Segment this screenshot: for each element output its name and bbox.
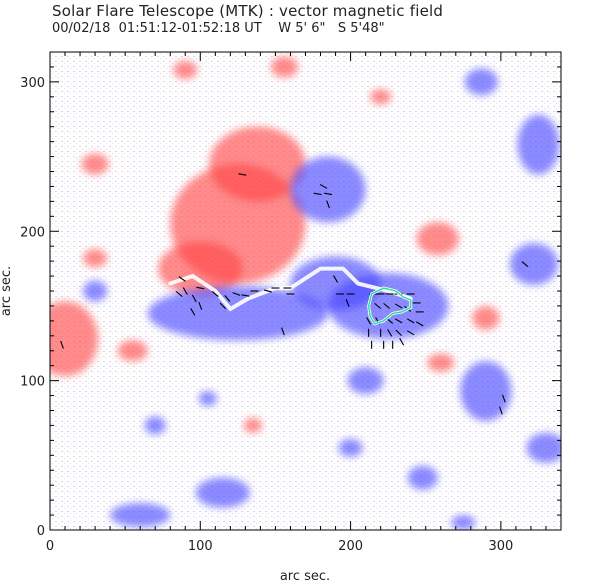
field-vector-17 bbox=[281, 327, 285, 336]
y-tick-label-100: 100 bbox=[20, 375, 45, 390]
region-positive-3 bbox=[50, 301, 99, 377]
region-positive-13 bbox=[243, 417, 262, 433]
x-tick-label-200: 200 bbox=[338, 539, 363, 554]
field-vector-26 bbox=[345, 299, 350, 307]
region-positive-7 bbox=[117, 340, 148, 362]
magnetic-regions bbox=[50, 56, 561, 530]
field-vector-41 bbox=[394, 318, 403, 324]
region-positive-11 bbox=[81, 153, 109, 175]
field-vector-1 bbox=[182, 287, 188, 295]
region-positive-6 bbox=[83, 249, 108, 268]
region-negative-16 bbox=[290, 256, 381, 311]
field-vectors bbox=[60, 173, 529, 415]
region-positive-12 bbox=[370, 89, 392, 105]
region-negative-23 bbox=[110, 503, 171, 528]
field-vector-38 bbox=[366, 317, 372, 325]
contour-layer bbox=[367, 286, 413, 326]
y-tick-label-0: 0 bbox=[37, 524, 45, 539]
field-vector-33 bbox=[374, 302, 382, 309]
field-vector-34 bbox=[383, 302, 391, 309]
field-vector-23 bbox=[333, 275, 339, 283]
region-negative-24 bbox=[195, 477, 250, 508]
region-negative-26 bbox=[407, 465, 438, 490]
region-negative-25 bbox=[347, 367, 384, 395]
region-negative-20 bbox=[460, 361, 512, 421]
chart-subtitle: 00/02/18 01:51:12-01:52:18 UT W 5' 6" S … bbox=[52, 21, 385, 36]
field-vector-9 bbox=[232, 292, 241, 296]
region-positive-1 bbox=[209, 126, 306, 202]
field-vector-4 bbox=[175, 290, 183, 297]
region-negative-27 bbox=[83, 280, 108, 302]
field-vector-52 bbox=[399, 338, 405, 346]
field-vector-47 bbox=[395, 329, 402, 337]
field-vector-6 bbox=[196, 286, 205, 290]
chart-title: Solar Flare Telescope (MTK) : vector mag… bbox=[52, 2, 444, 20]
field-vector-42 bbox=[406, 318, 415, 324]
field-vector-53 bbox=[521, 261, 529, 268]
field-vector-18 bbox=[238, 173, 247, 176]
field-vector-11 bbox=[219, 302, 227, 310]
field-vector-54 bbox=[498, 406, 503, 415]
region-negative-29 bbox=[144, 416, 166, 435]
region-negative-30 bbox=[451, 515, 476, 530]
field-vector-3 bbox=[198, 301, 203, 310]
field-vector-13 bbox=[263, 289, 272, 293]
region-negative-17 bbox=[290, 156, 366, 223]
field-vector-20 bbox=[324, 192, 333, 196]
field-vector-43 bbox=[415, 321, 424, 327]
field-vector-35 bbox=[394, 303, 403, 309]
x-tick-label-0: 0 bbox=[46, 539, 54, 554]
field-vector-48 bbox=[406, 330, 415, 336]
region-negative-22 bbox=[526, 432, 561, 463]
field-vector-8 bbox=[224, 295, 231, 302]
field-vector-46 bbox=[387, 329, 393, 337]
region-positive-5 bbox=[472, 305, 500, 330]
field-vector-22 bbox=[319, 183, 328, 189]
region-negative-21 bbox=[464, 68, 498, 96]
axis-ticks bbox=[49, 51, 562, 531]
field-vector-5 bbox=[190, 308, 196, 316]
field-vector-21 bbox=[326, 200, 330, 209]
field-vector-0 bbox=[178, 276, 186, 282]
field-vector-10 bbox=[241, 294, 250, 297]
field-vector-55 bbox=[502, 394, 506, 403]
field-vector-7 bbox=[211, 290, 219, 297]
region-positive-8 bbox=[427, 353, 455, 372]
region-positive-10 bbox=[173, 60, 198, 79]
y-axis-label: arc sec. bbox=[0, 266, 14, 316]
region-negative-14 bbox=[147, 286, 329, 341]
field-vector-2 bbox=[191, 294, 197, 303]
y-tick-label-300: 300 bbox=[20, 76, 45, 91]
neutral-line-1 bbox=[288, 266, 413, 301]
region-positive-9 bbox=[270, 56, 298, 78]
x-tick-label-100: 100 bbox=[188, 539, 213, 554]
x-tick-label-300: 300 bbox=[488, 539, 513, 554]
region-positive-4 bbox=[416, 222, 459, 256]
region-negative-31 bbox=[198, 391, 217, 407]
contour-line bbox=[367, 287, 412, 325]
field-vector-56 bbox=[60, 340, 64, 349]
field-vector-19 bbox=[313, 192, 322, 196]
x-axis-label: arc sec. bbox=[280, 569, 330, 584]
region-negative-18 bbox=[517, 114, 560, 175]
region-negative-19 bbox=[509, 243, 558, 286]
tick-labels: 0 100 200 300 0 100 200 300 bbox=[20, 76, 513, 554]
y-tick-label-200: 200 bbox=[20, 225, 45, 240]
region-negative-28 bbox=[338, 438, 363, 457]
